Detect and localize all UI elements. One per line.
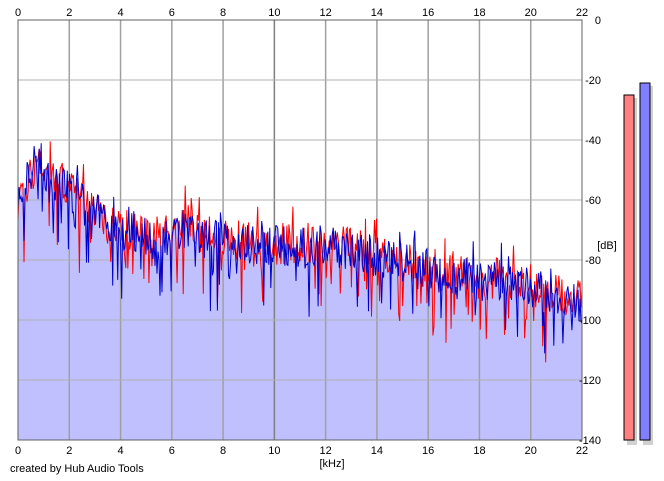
x-tick-label-bottom: 20	[525, 445, 537, 457]
level-meters	[623, 82, 653, 445]
y-tick-label: -60	[585, 195, 601, 207]
y-tick-label: -100	[579, 315, 601, 327]
plot-frame	[17, 19, 583, 441]
x-tick-label-bottom: 10	[268, 445, 280, 457]
spectrum-area	[18, 141, 582, 440]
x-tick-label-bottom: 2	[66, 445, 72, 457]
y-tick-label: -140	[579, 435, 601, 447]
x-tick-label-top: 6	[169, 7, 175, 19]
spectrum-fill	[18, 141, 582, 440]
x-tick-label-top: 20	[525, 7, 537, 19]
x-axis-label: [kHz]	[319, 458, 344, 470]
y-tick-label: -20	[585, 75, 601, 87]
x-tick-label-top: 18	[473, 7, 485, 19]
level-meter-2	[639, 82, 651, 441]
level-meter-1	[623, 94, 635, 441]
y-tick-label: -80	[585, 255, 601, 267]
series-line-2	[17, 143, 583, 354]
x-tick-label-bottom: 16	[422, 445, 434, 457]
x-tick-label-bottom: 8	[220, 445, 226, 457]
x-tick-label-bottom: 0	[15, 445, 21, 457]
x-tick-label-top: 4	[117, 7, 123, 19]
x-tick-label-bottom: 14	[371, 445, 383, 457]
axes: 002244668810101212141416161818202022220-…	[15, 7, 601, 457]
x-tick-label-bottom: 18	[473, 445, 485, 457]
x-tick-label-bottom: 4	[117, 445, 123, 457]
x-tick-label-top: 16	[422, 7, 434, 19]
y-tick-label: -120	[579, 375, 601, 387]
x-tick-label-top: 12	[320, 7, 332, 19]
x-tick-label-top: 2	[66, 7, 72, 19]
footer-credit: created by Hub Audio Tools	[10, 463, 144, 475]
x-tick-label-top: 22	[576, 7, 588, 19]
x-tick-label-bottom: 6	[169, 445, 175, 457]
y-tick-label: 0	[595, 15, 601, 27]
x-tick-label-top: 0	[15, 7, 21, 19]
y-axis-label: [dB]	[597, 240, 617, 252]
grid	[17, 19, 583, 441]
spectrum-series	[17, 141, 583, 363]
y-tick-label: -40	[585, 135, 601, 147]
x-tick-label-bottom: 22	[576, 445, 588, 457]
x-tick-label-bottom: 12	[320, 445, 332, 457]
x-tick-label-top: 8	[220, 7, 226, 19]
x-tick-label-top: 14	[371, 7, 383, 19]
x-tick-label-top: 10	[268, 7, 280, 19]
